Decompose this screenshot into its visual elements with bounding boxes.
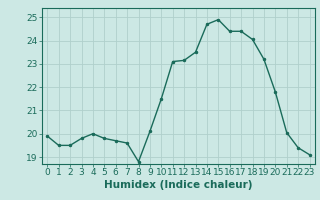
- X-axis label: Humidex (Indice chaleur): Humidex (Indice chaleur): [104, 180, 253, 190]
